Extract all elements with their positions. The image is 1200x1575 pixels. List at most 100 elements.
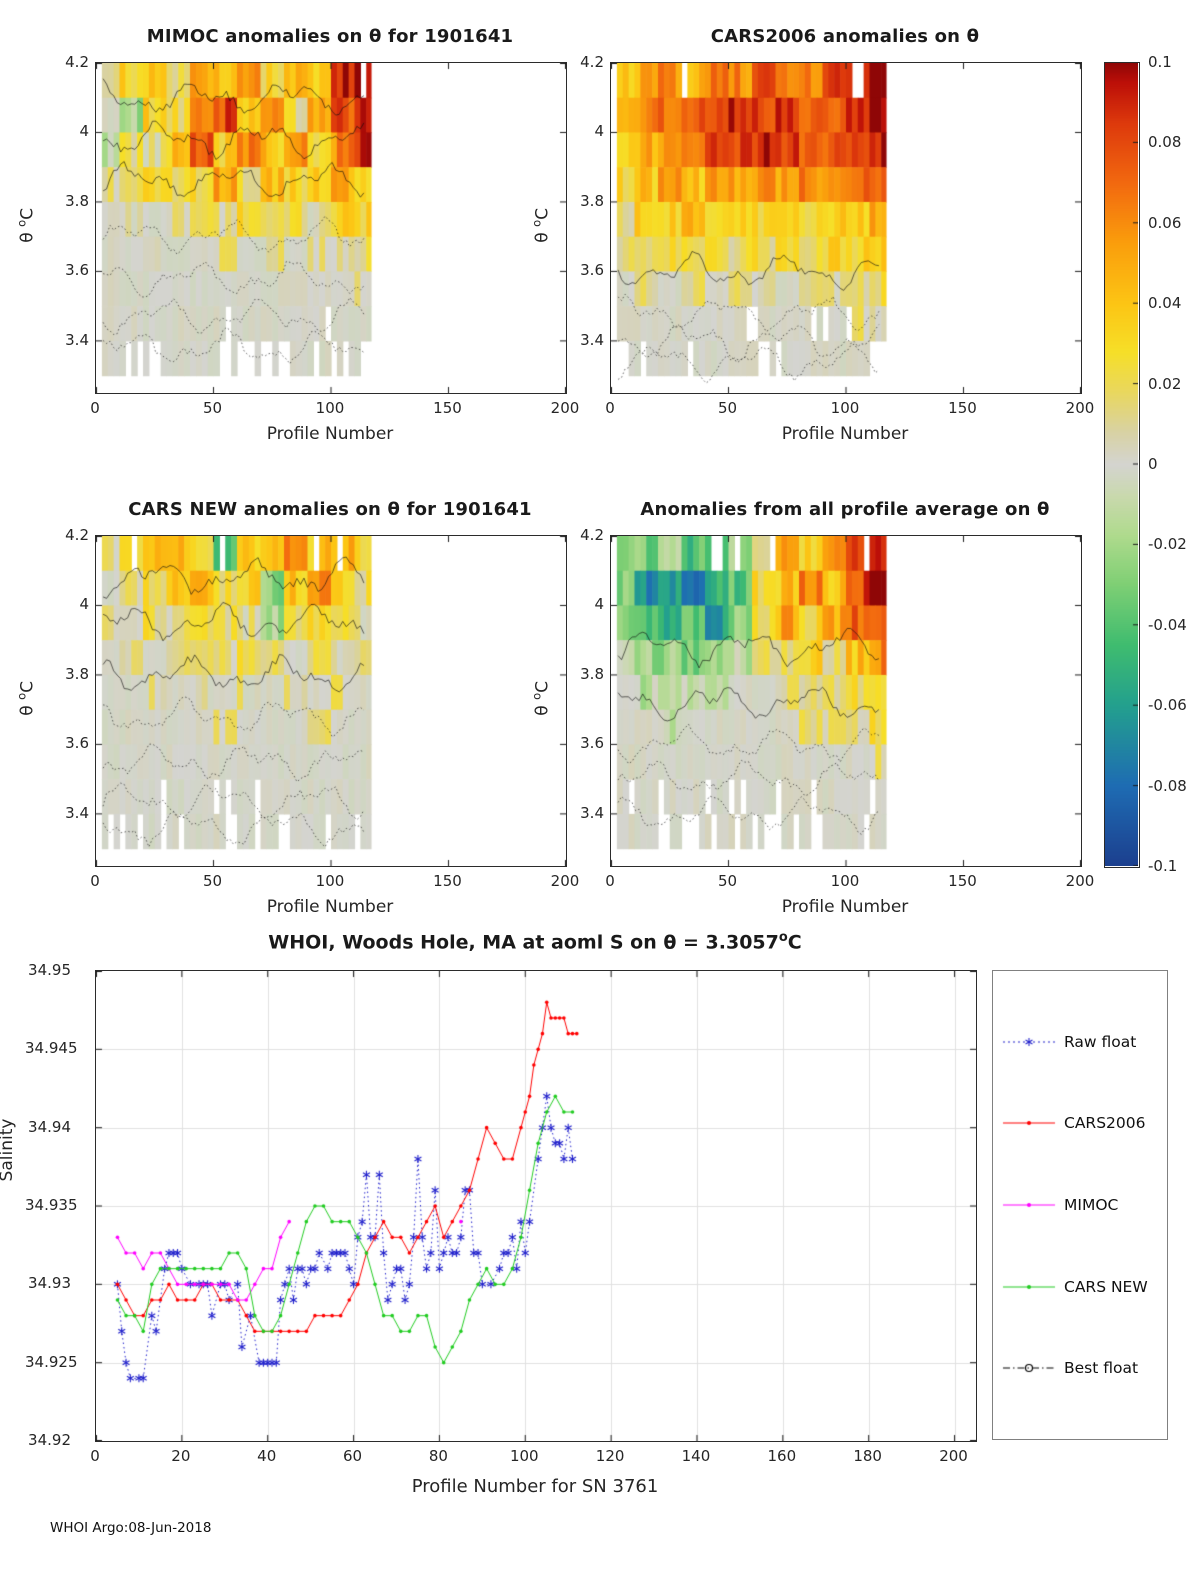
y-tick-label: 4.2 [580, 526, 604, 544]
y-axis-label-theta: θ oC [15, 675, 38, 721]
x-tick-label: 0 [90, 399, 100, 417]
x-tick-label: 40 [257, 1447, 277, 1465]
colorbar-tick-label: -0.02 [1148, 535, 1187, 554]
y-tick-label: 4 [79, 595, 89, 614]
y-tick-label: 34.93 [28, 1274, 71, 1293]
colorbar-tick-label: 0.08 [1148, 133, 1182, 152]
colorbar-tick-label: -0.04 [1148, 615, 1187, 634]
plot-area-cars2006 [610, 62, 1082, 394]
y-axis-label-salinity: Salinity [0, 1118, 17, 1182]
y-tick-label: 3.6 [580, 261, 604, 280]
colorbar-gradient-canvas [1104, 62, 1138, 866]
x-tick-label: 150 [433, 399, 462, 417]
x-tick-label: 0 [90, 872, 100, 890]
x-tick-label: 120 [595, 1447, 625, 1465]
subplot-allprofile: Anomalies from all profile average on θ … [530, 499, 1095, 917]
legend-item: Raw float [1001, 1033, 1163, 1051]
timeseries-title-pre: WHOI, Woods Hole, MA at aoml S on θ = 3.… [268, 931, 779, 954]
y-axis-label-theta: θ oC [530, 675, 553, 721]
colorbar-tick-label: -0.08 [1148, 776, 1187, 795]
degree-sup: o [14, 219, 29, 227]
theta-symbol: θ [532, 699, 553, 716]
colorbar-tick-label: -0.06 [1148, 696, 1187, 715]
degree-sup: o [529, 219, 544, 227]
plot-area-mimoc [95, 62, 567, 394]
x-tick-label: 50 [202, 399, 223, 417]
legend-item: Best float [1001, 1359, 1163, 1377]
legend: Raw float CARS2006 MIMOC CARS NEW Best float [992, 970, 1168, 1440]
colorbar-tick-label: 0.02 [1148, 374, 1182, 393]
subplot-carsnew-title: CARS NEW anomalies on θ for 1901641 [128, 499, 532, 520]
y-tick-label: 34.945 [25, 1039, 78, 1058]
colorbar-tick-label: 0.04 [1148, 294, 1182, 313]
colorbar-frame [1104, 62, 1140, 868]
footer-timestamp: WHOI Argo:08-Jun-2018 [50, 1520, 212, 1536]
x-tick-label: 0 [90, 1447, 100, 1465]
timeseries-title-post: C [787, 931, 802, 954]
subplot-allprofile-title: Anomalies from all profile average on θ [640, 499, 1050, 520]
y-tick-label: 4.2 [65, 526, 89, 544]
legend-sample-raw-float [1001, 1033, 1057, 1050]
x-axis-label: Profile Number [781, 424, 909, 444]
y-tick-label: 4.2 [580, 53, 604, 71]
y-tick-label: 3.8 [580, 191, 604, 210]
mimoc-heatmap-canvas [96, 63, 566, 393]
x-tick-label: 100 [830, 872, 860, 890]
colorbar-tick-label: 0.06 [1148, 213, 1182, 232]
y-tick-label: 4 [594, 122, 604, 141]
y-tick-label: 3.8 [580, 664, 604, 683]
legend-label: Raw float [1064, 1032, 1137, 1051]
legend-item: CARS2006 [1001, 1114, 1163, 1132]
x-tick-label: 200 [550, 399, 580, 417]
y-tick-label: 3.4 [580, 330, 604, 349]
x-axis-label: Profile Number [781, 897, 909, 917]
x-tick-label: 100 [830, 399, 860, 417]
legend-sample-mimoc [1001, 1196, 1057, 1213]
y-axis-label-theta: θ oC [530, 202, 553, 248]
legend-label: CARS2006 [1064, 1114, 1146, 1133]
x-tick-label: 200 [550, 872, 580, 890]
legend-label: CARS NEW [1064, 1277, 1148, 1296]
y-tick-label: 34.935 [25, 1196, 78, 1214]
degree-sup: o [529, 692, 544, 700]
theta-symbol: θ [532, 226, 553, 243]
x-tick-label: 50 [717, 399, 738, 417]
theta-symbol: θ [17, 699, 38, 716]
legend-item: CARS NEW [1001, 1278, 1163, 1296]
x-tick-label: 200 [1065, 872, 1095, 890]
colorbar-tick-label: 0.1 [1148, 53, 1172, 71]
y-tick-label: 4 [79, 122, 89, 141]
y-tick-label: 3.6 [65, 734, 89, 753]
x-tick-label: 100 [315, 399, 345, 417]
colorbar-tick-label: 0 [1148, 455, 1158, 473]
x-axis-label: Profile Number [266, 424, 394, 444]
x-axis-label-sn: Profile Number for SN 3761 [411, 1476, 659, 1497]
plot-area-carsnew [95, 535, 567, 867]
y-tick-label: 34.92 [28, 1431, 71, 1449]
y-tick-label: 4 [594, 595, 604, 614]
plot-area-timeseries [95, 970, 977, 1442]
legend-sample-best-float [1001, 1360, 1057, 1377]
plot-area-allprofile [610, 535, 1082, 867]
x-tick-label: 0 [605, 872, 615, 890]
x-tick-label: 150 [948, 872, 977, 890]
y-tick-label: 3.4 [65, 803, 89, 822]
x-tick-label: 50 [202, 872, 223, 890]
x-tick-label: 100 [509, 1447, 539, 1465]
salinity-timeseries-canvas [96, 971, 976, 1441]
unit-c: C [17, 207, 38, 220]
theta-symbol: θ [17, 226, 38, 243]
legend-item: MIMOC [1001, 1196, 1163, 1214]
legend-label: Best float [1064, 1359, 1139, 1378]
x-tick-label: 0 [605, 399, 615, 417]
y-tick-label: 4.2 [65, 53, 89, 71]
colorbar-tick-label: -0.1 [1148, 857, 1178, 875]
cars2006-heatmap-canvas [611, 63, 1081, 393]
x-tick-label: 100 [315, 872, 345, 890]
unit-c: C [17, 680, 38, 693]
subplot-carsnew: CARS NEW anomalies on θ for 1901641 θ oC… [15, 499, 580, 917]
x-tick-label: 50 [717, 872, 738, 890]
subplot-mimoc: MIMOC anomalies on θ for 1901641 θ oC Pr… [15, 26, 580, 444]
x-tick-label: 150 [948, 399, 977, 417]
